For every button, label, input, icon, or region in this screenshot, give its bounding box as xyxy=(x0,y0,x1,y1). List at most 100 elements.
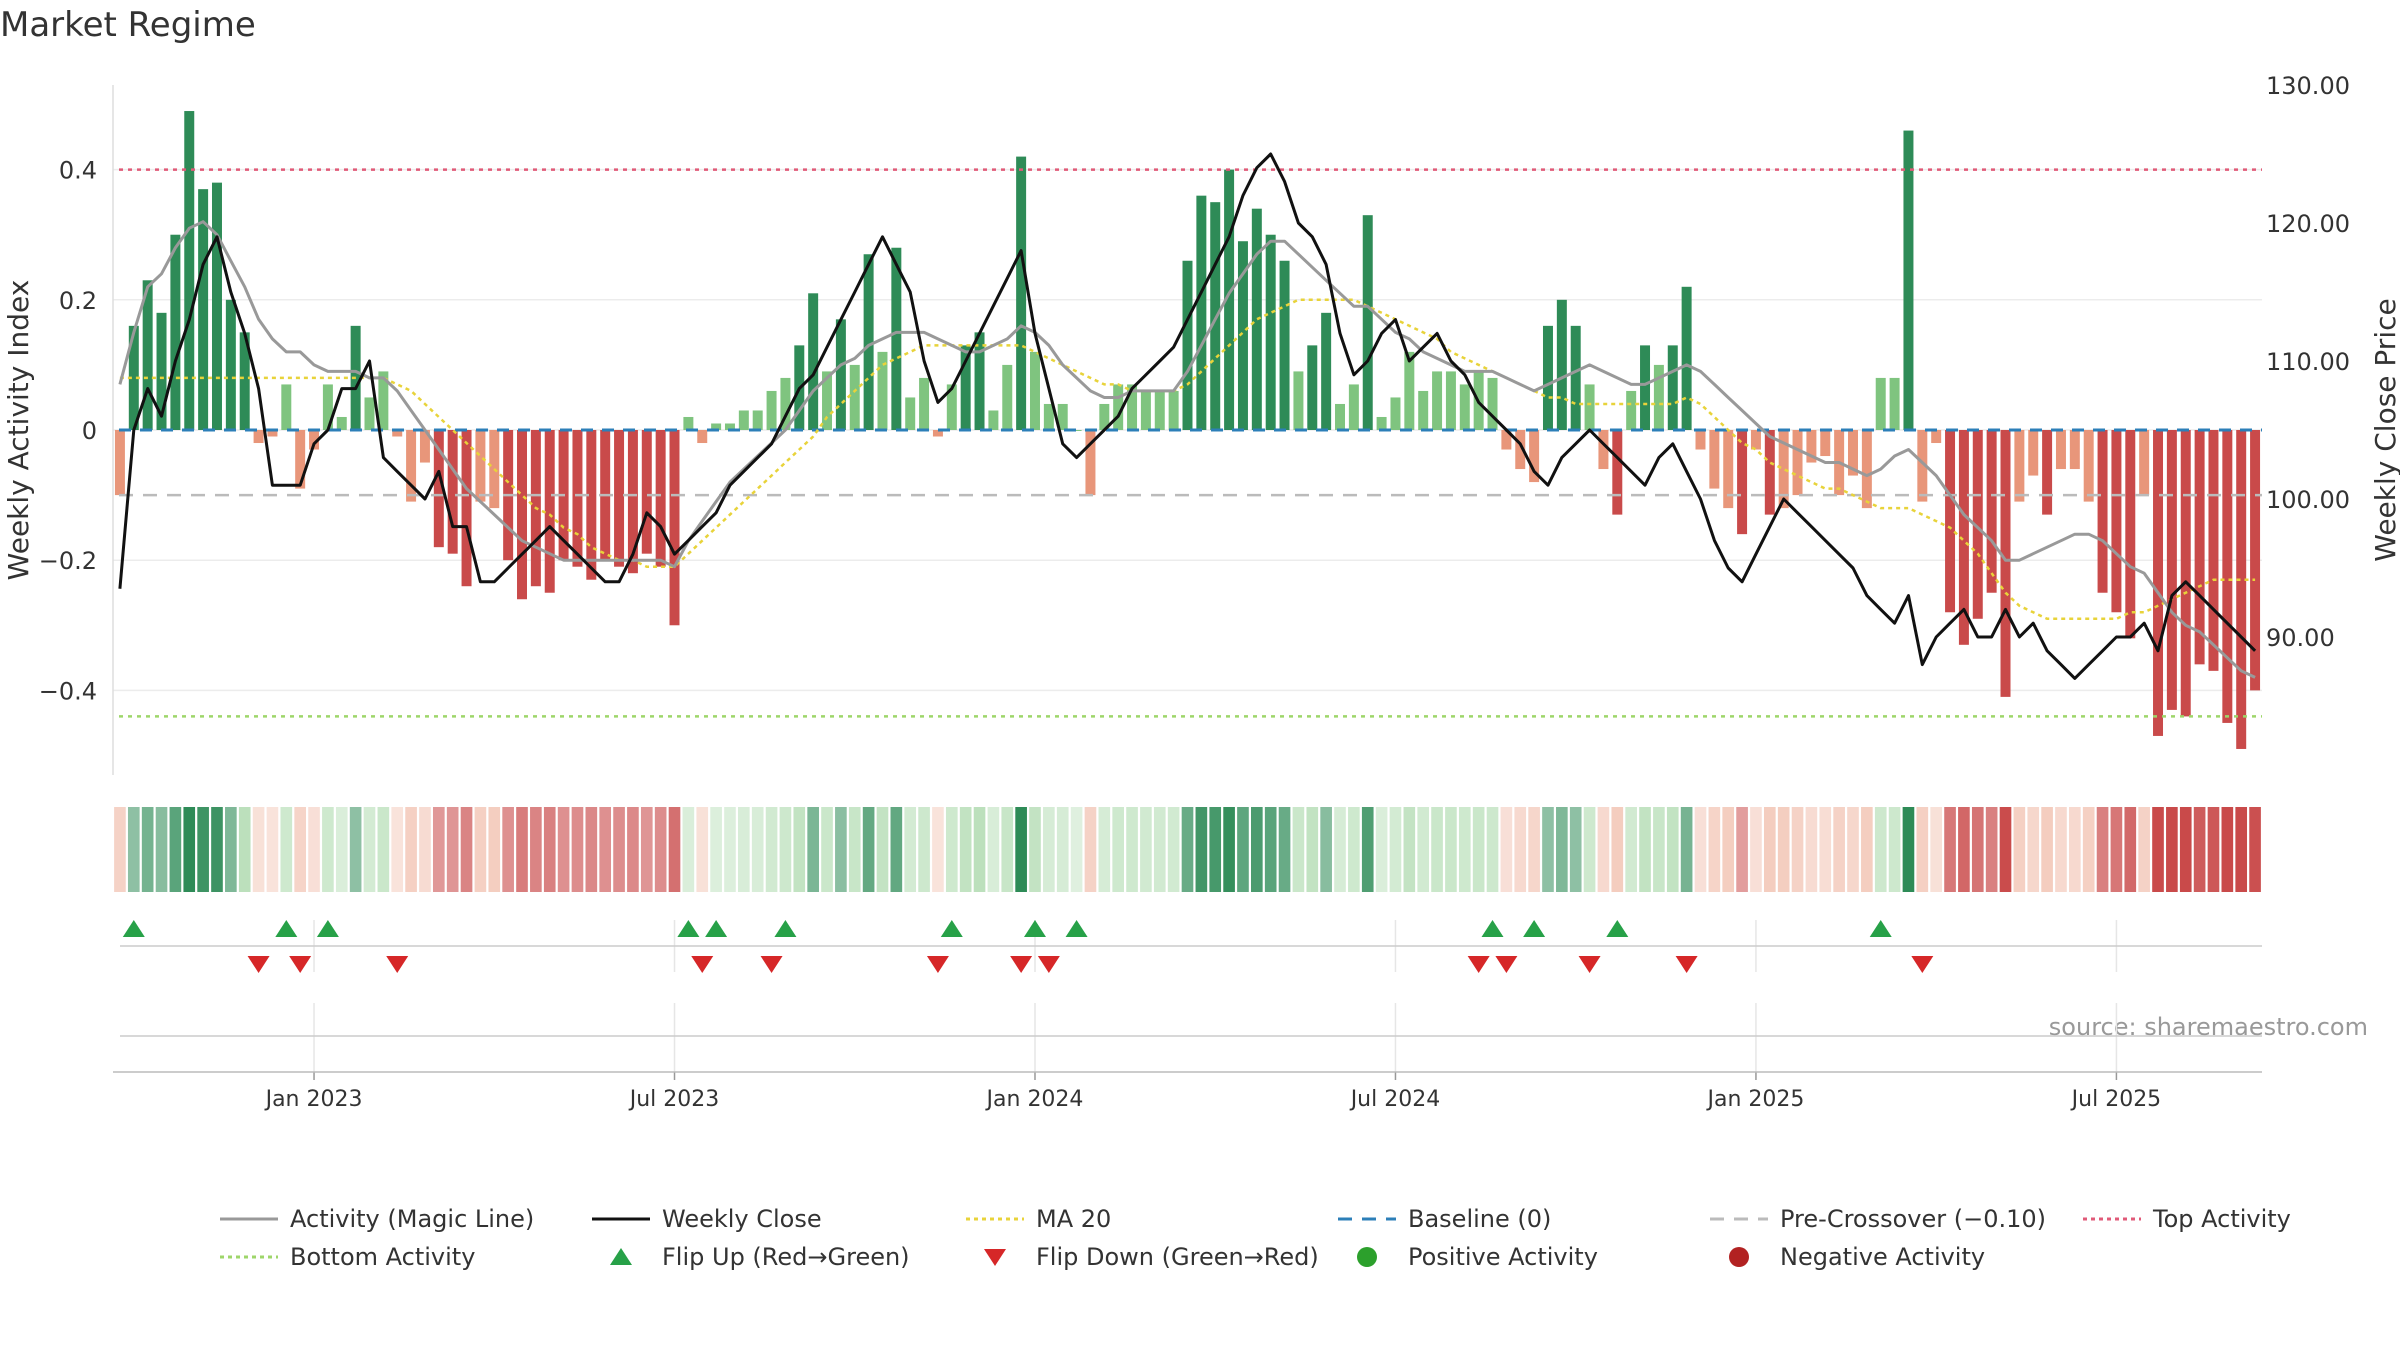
activity-bar xyxy=(2097,430,2108,593)
regime-strip-cell xyxy=(1472,807,1485,892)
flip-up-marker xyxy=(1869,920,1892,937)
regime-strip-cell xyxy=(1167,807,1180,892)
activity-bar xyxy=(766,390,777,430)
activity-bar xyxy=(1723,430,1734,509)
activity-bar xyxy=(946,384,957,430)
regime-strip-cell xyxy=(1292,807,1305,892)
activity-bar xyxy=(724,423,735,430)
regime-strip-cell xyxy=(460,807,473,892)
regime-strip-cell xyxy=(2152,807,2164,892)
regime-strip-cell xyxy=(1583,807,1596,892)
regime-strip-cell xyxy=(848,807,861,892)
regime-strip-cell xyxy=(141,807,154,892)
regime-strip-cell xyxy=(585,807,598,892)
regime-strip-cell xyxy=(1916,807,1929,892)
activity-bar xyxy=(170,234,181,430)
activity-bar xyxy=(1057,403,1068,430)
regime-strip-cell xyxy=(1306,807,1319,892)
axes-layer: 0.4 0.2 0 −0.2 −0.4 130.00 120.00 110.00 100.00 9… xyxy=(39,72,2350,1112)
activity-bar xyxy=(1653,364,1664,430)
activity-bar xyxy=(156,312,167,430)
regime-strip-cell xyxy=(280,807,293,892)
regime-strip-cell xyxy=(1431,807,1443,892)
regime-strip-cell xyxy=(2124,807,2137,892)
regime-strip-cell xyxy=(557,807,570,892)
activity-bar xyxy=(2000,430,2011,697)
activity-bar xyxy=(2153,430,2164,736)
regime-strip-cell xyxy=(322,807,334,892)
regime-strip-cell xyxy=(1348,807,1360,892)
activity-bar xyxy=(295,430,306,489)
flip-down-marker xyxy=(247,956,270,973)
regime-strip-cell xyxy=(1680,807,1693,892)
activity-bar xyxy=(1376,416,1387,430)
activity-bar xyxy=(586,430,597,580)
regime-strip-cell xyxy=(1458,807,1471,892)
legend-label: Baseline (0) xyxy=(1408,1205,1551,1233)
regime-strip-cell xyxy=(613,807,625,892)
regime-strip-cell xyxy=(1375,807,1388,892)
activity-bar xyxy=(1584,384,1595,430)
legend-label: Top Activity xyxy=(2152,1205,2291,1233)
activity-bar xyxy=(1335,403,1346,430)
activity-bar xyxy=(1529,430,1540,483)
activity-bar xyxy=(2055,430,2066,470)
regime-strip-cell xyxy=(1958,807,1970,892)
legend-swatch-dot-icon xyxy=(1357,1247,1377,1267)
regime-strip-cell xyxy=(2041,807,2053,892)
flip-up-marker xyxy=(1523,920,1546,937)
regime-strip-cell xyxy=(1736,807,1748,892)
activity-bar xyxy=(655,430,666,567)
regime-strip-cell xyxy=(530,807,542,892)
activity-bar xyxy=(1085,430,1096,496)
activity-bar xyxy=(1362,215,1373,430)
legend: Activity (Magic Line) Weekly Close MA 20 Ba… xyxy=(220,1205,2291,1271)
x-tick-label: Jul 2024 xyxy=(1349,1087,1441,1112)
activity-bar xyxy=(1889,377,1900,430)
activity-bar xyxy=(198,189,209,430)
activity-bar xyxy=(1875,377,1886,430)
regime-strip-cell xyxy=(2249,807,2261,892)
activity-bar xyxy=(1182,260,1193,430)
activity-bar xyxy=(364,397,375,430)
activity-bar xyxy=(475,430,486,502)
regime-strip-cell xyxy=(2179,807,2192,892)
activity-bar xyxy=(1418,390,1429,430)
flip-markers xyxy=(122,920,1934,973)
regime-heat-strip xyxy=(114,807,2261,892)
regime-strip-cell xyxy=(599,807,612,892)
regime-strip-cell xyxy=(2096,807,2109,892)
flip-up-marker xyxy=(705,920,728,937)
activity-bar xyxy=(1542,325,1553,430)
y-right-tick-label: 120.00 xyxy=(2266,210,2350,238)
regime-strip-cell xyxy=(502,807,514,892)
regime-strip-cell xyxy=(1056,807,1069,892)
regime-strip-cell xyxy=(1029,807,1041,892)
activity-bar xyxy=(1931,430,1942,444)
flip-down-marker xyxy=(1010,956,1033,973)
regime-strip-cell xyxy=(1694,807,1707,892)
regime-strip-cell xyxy=(266,807,279,892)
regime-strip-cell xyxy=(294,807,306,892)
activity-bar xyxy=(392,430,403,437)
activity-bar xyxy=(1432,371,1443,430)
activity-bar xyxy=(2014,430,2025,502)
activity-bar xyxy=(1958,430,1969,645)
activity-bar xyxy=(1265,234,1276,430)
activity-bar xyxy=(114,430,125,496)
legend-label: Flip Down (Green→Red) xyxy=(1036,1243,1319,1271)
activity-bar xyxy=(1043,403,1054,430)
activity-bar xyxy=(711,423,722,430)
regime-strip-cell xyxy=(1902,807,1915,892)
regime-strip-cell xyxy=(1847,807,1859,892)
regime-strip-cell xyxy=(2110,807,2123,892)
regime-strip-cell xyxy=(1777,807,1790,892)
activity-bar xyxy=(1861,430,1872,509)
regime-strip-cell xyxy=(890,807,903,892)
activity-bar xyxy=(1750,430,1761,450)
activity-bar xyxy=(253,430,264,444)
regime-strip-cell xyxy=(2221,807,2234,892)
regime-strip-cell xyxy=(1999,807,2012,892)
regime-strip-cell xyxy=(640,807,653,892)
